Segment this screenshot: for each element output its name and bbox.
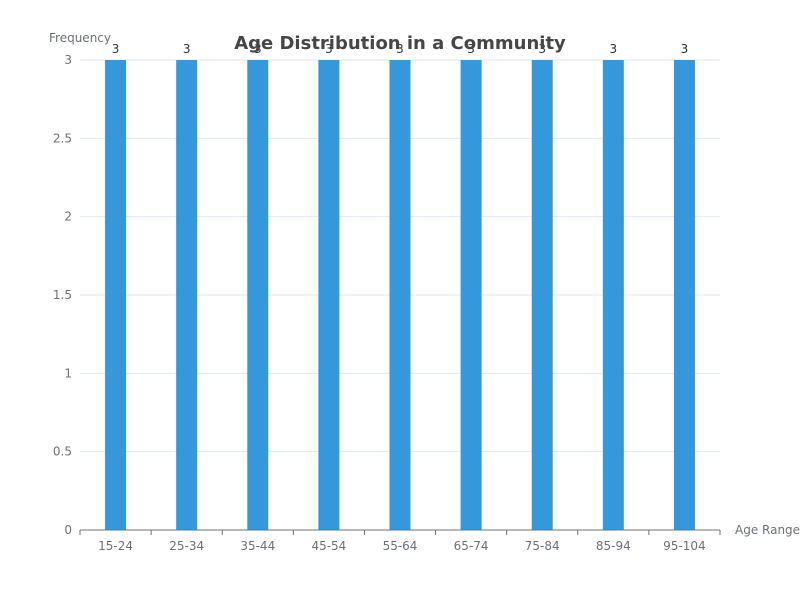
x-tick-label: 45-54 (311, 539, 346, 553)
x-tick-label: 65-74 (454, 539, 489, 553)
data-labels: 3 3 3 3 3 3 3 3 3 (112, 42, 689, 56)
x-tick-label: 85-94 (596, 539, 631, 553)
chart-title: Age Distribution in a Community (234, 33, 566, 54)
y-tick-label: 0 (64, 523, 72, 537)
data-label: 3 (112, 42, 120, 56)
data-label: 3 (396, 42, 404, 56)
data-label: 3 (467, 42, 475, 56)
x-tick-label: 95-104 (663, 539, 706, 553)
axes (79, 529, 721, 535)
y-tick-label: 0.5 (53, 445, 72, 459)
x-tick-labels: 15-24 25-34 35-44 45-54 55-64 65-74 75-84 85-94… (98, 539, 706, 553)
y-tick-label: 3 (64, 53, 72, 67)
data-label: 3 (610, 42, 618, 56)
bars (105, 60, 695, 530)
bar-35-44[interactable] (247, 60, 269, 530)
y-tick-label: 1 (64, 366, 72, 380)
bar-15-24[interactable] (105, 60, 127, 530)
bar-75-84[interactable] (531, 60, 553, 530)
y-tick-labels: 0 0.5 1 1.5 2 2.5 3 (53, 53, 72, 537)
x-tick-label: 35-44 (240, 539, 275, 553)
y-tick-label: 2.5 (53, 131, 72, 145)
data-label: 3 (325, 42, 333, 56)
y-tick-label: 2 (64, 210, 72, 224)
bar-95-104[interactable] (673, 60, 695, 530)
bar-85-94[interactable] (602, 60, 624, 530)
data-label: 3 (681, 42, 689, 56)
x-tick-label: 75-84 (525, 539, 560, 553)
x-tick-label: 15-24 (98, 539, 133, 553)
bar-45-54[interactable] (318, 60, 340, 530)
bar-25-34[interactable] (176, 60, 198, 530)
y-tick-label: 1.5 (53, 288, 72, 302)
data-label: 3 (254, 42, 262, 56)
bar-65-74[interactable] (460, 60, 482, 530)
bar-55-64[interactable] (389, 60, 411, 530)
x-tick-label: 25-34 (169, 539, 204, 553)
x-tick-label: 55-64 (383, 539, 418, 553)
data-label: 3 (183, 42, 191, 56)
data-label: 3 (538, 42, 546, 56)
y-axis-label: Frequency (49, 31, 111, 45)
x-axis-label: Age Range (735, 523, 800, 537)
